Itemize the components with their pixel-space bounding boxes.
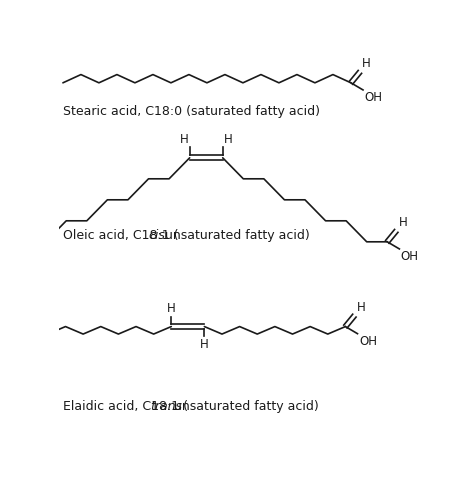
Text: OH: OH (359, 335, 377, 348)
Text: OH: OH (401, 250, 419, 263)
Text: H: H (180, 133, 189, 146)
Text: H: H (200, 338, 209, 351)
Text: trans: trans (150, 400, 182, 412)
Text: Oleic acid, C18:1 (: Oleic acid, C18:1 ( (63, 229, 178, 242)
Text: H: H (356, 301, 365, 314)
Text: Elaidic acid, C18:1 (: Elaidic acid, C18:1 ( (63, 400, 188, 412)
Text: H: H (167, 302, 176, 315)
Text: Stearic acid, C18:0 (saturated fatty acid): Stearic acid, C18:0 (saturated fatty aci… (63, 105, 320, 118)
Text: H: H (362, 57, 371, 71)
Text: OH: OH (365, 92, 383, 104)
Text: unsaturated fatty acid): unsaturated fatty acid) (161, 229, 310, 242)
Text: H: H (224, 133, 233, 146)
Text: H: H (399, 216, 407, 229)
Text: unsaturated fatty acid): unsaturated fatty acid) (170, 400, 319, 412)
Text: cis: cis (149, 229, 166, 242)
